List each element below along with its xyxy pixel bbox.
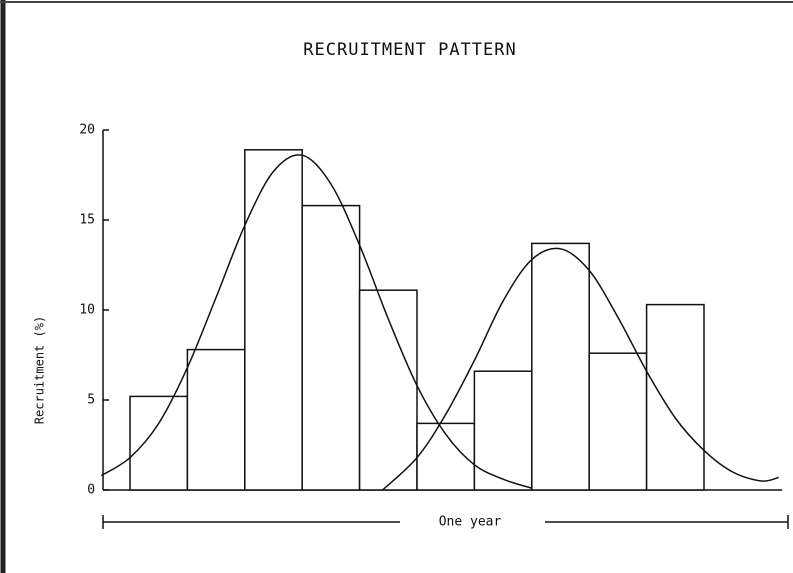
bar [129, 395, 189, 491]
bar [473, 370, 533, 491]
bar [301, 204, 361, 491]
fitted-curve [100, 154, 533, 489]
y-axis-label: Recruitment (%) [33, 316, 47, 424]
bar [186, 348, 246, 491]
annotation: One year [439, 515, 502, 530]
y-tick-label: 5 [87, 393, 95, 408]
bar [588, 352, 648, 491]
y-tick-label: 15 [79, 213, 95, 228]
y-tick-label: 10 [79, 303, 95, 318]
y-tick-label: 20 [79, 123, 95, 138]
bar [358, 289, 418, 491]
bar [244, 149, 303, 491]
y-tick-label: 0 [87, 483, 95, 498]
bar [531, 242, 590, 491]
chart-title: RECRUITMENT PATTERN [303, 40, 516, 60]
fitted-curve [382, 247, 779, 491]
bar [645, 303, 705, 491]
